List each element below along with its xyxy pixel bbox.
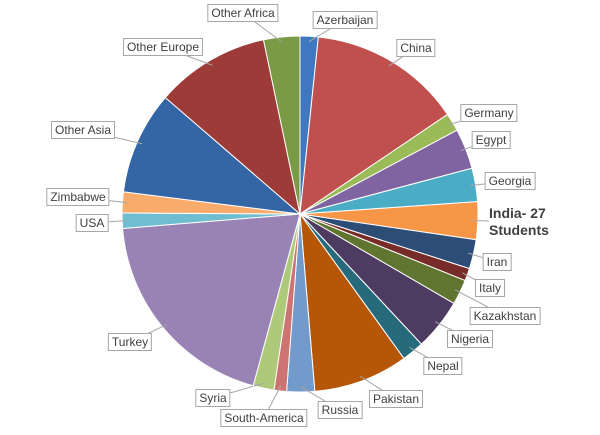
slice-label: India- 27 Students [489,205,555,239]
slice-label: South-America [220,409,308,427]
slice-label: Nepal [423,357,463,375]
slice-label: Pakistan [368,390,424,408]
pie-slice [299,212,405,392]
slice-label: Other Europe [122,38,204,56]
pie-slice [299,36,449,216]
slice-label: Azerbaijan [312,11,378,29]
slice-label: Russia [317,401,363,419]
slice-label: Turkey [107,333,153,351]
slice-label: Egypt [471,131,511,149]
slice-label: Germany [460,104,518,122]
slice-label: Zimbabwe [46,188,110,206]
slice-label: Iran [482,253,512,271]
slice-label: Other Asia [50,121,116,139]
slice-label: China [396,39,436,57]
slice-label: USA [75,214,109,232]
pie-slice [122,213,301,387]
slice-label: Nigeria [446,330,494,348]
slice-label: Other Africa [207,4,279,22]
slice-label: Kazakhstan [469,307,541,325]
slice-label: Syria [195,389,231,407]
slice-label: Italy [474,279,506,297]
pie-slice [164,39,301,216]
pie-slice [262,35,301,215]
pie-slice [122,96,302,215]
slice-label: Georgia [484,172,536,190]
